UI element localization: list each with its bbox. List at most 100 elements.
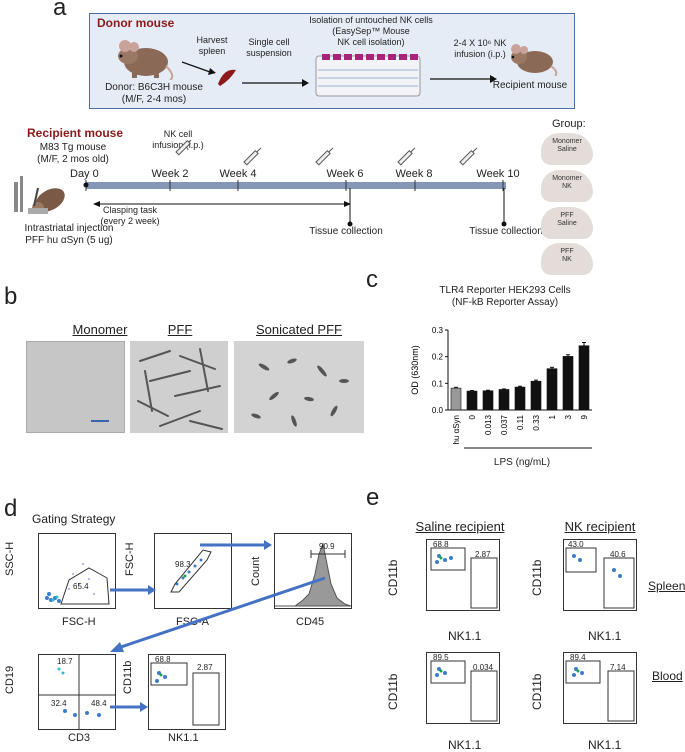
single-cell-label-2: suspension <box>246 48 292 58</box>
gate-value: 2.87 <box>197 663 213 672</box>
ylabel: CD11b <box>386 673 400 710</box>
y-tick-label: 0.0 <box>432 406 444 415</box>
xlabel: NK1.1 <box>588 738 622 752</box>
ylabel: CD11b <box>530 673 544 710</box>
gate-value: 7.14 <box>610 663 626 672</box>
em-label-sonicated-pff: Sonicated PFF <box>256 322 342 337</box>
nk-infusion-label-2: infusion (i.p.) <box>152 140 204 150</box>
bar <box>578 345 590 411</box>
tube-rack-icon <box>315 54 421 97</box>
day0-label: Day 0 <box>70 168 99 180</box>
xlabel: NK1.1 <box>168 732 199 744</box>
quadrant-value: 18.7 <box>57 657 73 666</box>
injected-mouse-icon <box>14 176 65 214</box>
arrow-to-recipient-icon <box>430 75 497 83</box>
flow-plot-blood-nk: 89.4 7.14 <box>563 652 637 724</box>
group-pff-nk: PFF NK <box>541 243 593 275</box>
xlabel: FSC-H <box>62 616 96 628</box>
gate-value: 89.5 <box>433 653 449 662</box>
single-cell-label-1: Single cell <box>248 37 290 47</box>
ylabel: CD11b <box>386 559 400 596</box>
group-line-1: PFF <box>560 248 574 255</box>
gating-title: Gating Strategy <box>32 512 116 526</box>
x-tick-label: 9 <box>580 414 589 419</box>
ylabel: CD11b <box>530 559 544 596</box>
donor-mouse-icon <box>118 40 174 80</box>
m83-label-1: M83 Tg mouse <box>39 142 107 153</box>
harvest-label-2: spleen <box>198 46 226 56</box>
infusion-label-1: 2-4 X 10⁶ NK <box>453 38 507 48</box>
group-line-2: Saline <box>557 145 577 153</box>
x-tick-label: 1 <box>548 414 557 419</box>
flow-plot-blood-saline: 89.5 0.034 <box>426 652 500 724</box>
gate-value: 65.4 <box>73 582 89 591</box>
group-line-1: Monomer <box>552 175 582 182</box>
recipient-title: Recipient mouse <box>27 126 124 140</box>
gating-plot-cd45-histogram: 90.9 <box>274 533 352 609</box>
donor-desc-2: (M/F, 2-4 mos) <box>121 94 187 105</box>
row-spleen: Spleen <box>648 579 685 593</box>
clasping-label-2: (every 2 week) <box>100 216 160 226</box>
harvest-arrow-icon <box>181 61 236 86</box>
m83-label-2: (M/F, 2 mos old) <box>37 154 109 165</box>
x-tick-label: 0 <box>468 414 477 419</box>
panel-e-letter: e <box>366 484 380 511</box>
recipient-label: Recipient mouse <box>492 80 568 91</box>
scale-bar <box>91 420 109 422</box>
clasping-label-1: Clasping task <box>102 205 158 215</box>
gate-value: 90.9 <box>319 542 335 551</box>
timeline-graphic <box>83 140 507 227</box>
group-line-2: Saline <box>557 219 577 227</box>
gating-plot-cd3-cd19: 18.7 32.4 48.4 <box>38 654 116 730</box>
group-monomer-saline: Monomer Saline <box>541 133 593 165</box>
gate-value: 68.8 <box>433 540 449 549</box>
nk-infusion-label-1: NK cell <box>163 129 193 139</box>
tlr4-bar-chart: 0.0 0.1 0.2 0.3 OD (630nm) hu αSyn 0 0.013 0.037… <box>410 326 592 449</box>
x-tick-label: 3 <box>564 414 573 419</box>
xlabel: CD3 <box>68 732 91 744</box>
group-line-1: Monomer <box>552 138 582 145</box>
em-label-monomer: Monomer <box>72 322 128 337</box>
week8-label: Week 8 <box>395 168 433 180</box>
em-image-pff <box>130 341 228 433</box>
y-tick-label: 0.3 <box>432 326 444 335</box>
x-tick-label: 0.037 <box>500 414 509 435</box>
tissue-collection-label-1: Tissue collection <box>309 226 383 237</box>
group-pff-saline: PFF Saline <box>541 207 593 239</box>
harvest-label-1: Harvest <box>196 35 228 45</box>
col-nk-recipient: NK recipient <box>564 519 636 534</box>
gate-value: 2.87 <box>475 550 491 559</box>
syringe-icons <box>175 140 478 166</box>
gating-plot-nk11-cd11b: 68.8 2.87 <box>148 654 226 730</box>
group-title: Group: <box>552 118 586 130</box>
group-line-2: NK <box>562 255 572 263</box>
flow-plot-spleen-saline: 68.8 2.87 <box>426 539 500 611</box>
row-blood: Blood <box>652 669 683 683</box>
gate-value: 0.034 <box>473 663 494 672</box>
injection-label-1: Intrastriatal injection <box>24 223 114 234</box>
quadrant-value: 32.4 <box>51 699 67 708</box>
y-tick-label: 0.1 <box>432 379 444 388</box>
xlabel: NK1.1 <box>588 629 622 643</box>
week4-label: Week 4 <box>219 168 257 180</box>
x-tick-label: hu αSyn <box>452 415 461 445</box>
chart-title-1: TLR4 Reporter HEK293 Cells <box>439 285 571 296</box>
gate-value: 98.3 <box>175 560 191 569</box>
gate-value: 68.8 <box>155 655 171 664</box>
xlabel: CD45 <box>296 616 325 628</box>
bar <box>498 389 510 411</box>
week10-label: Week 10 <box>476 168 520 180</box>
gate-value: 43.0 <box>568 540 584 549</box>
y-axis-label: OD (630nm) <box>410 345 420 395</box>
em-image-sonicated-pff <box>234 341 364 433</box>
infusion-label-2: infusion (i.p.) <box>454 49 506 59</box>
group-line-2: NK <box>562 182 572 190</box>
donor-desc-1: Donor: B6C3H mouse <box>105 82 203 93</box>
xlabel: NK1.1 <box>448 738 482 752</box>
group-monomer-nk: Monomer NK <box>541 170 593 202</box>
quadrant-value: 48.4 <box>91 699 107 708</box>
week2-label: Week 2 <box>151 168 189 180</box>
flow-plot-spleen-nk: 43.0 40.6 <box>563 539 637 611</box>
tissue-collection-label-2: Tissue collection <box>469 226 543 237</box>
